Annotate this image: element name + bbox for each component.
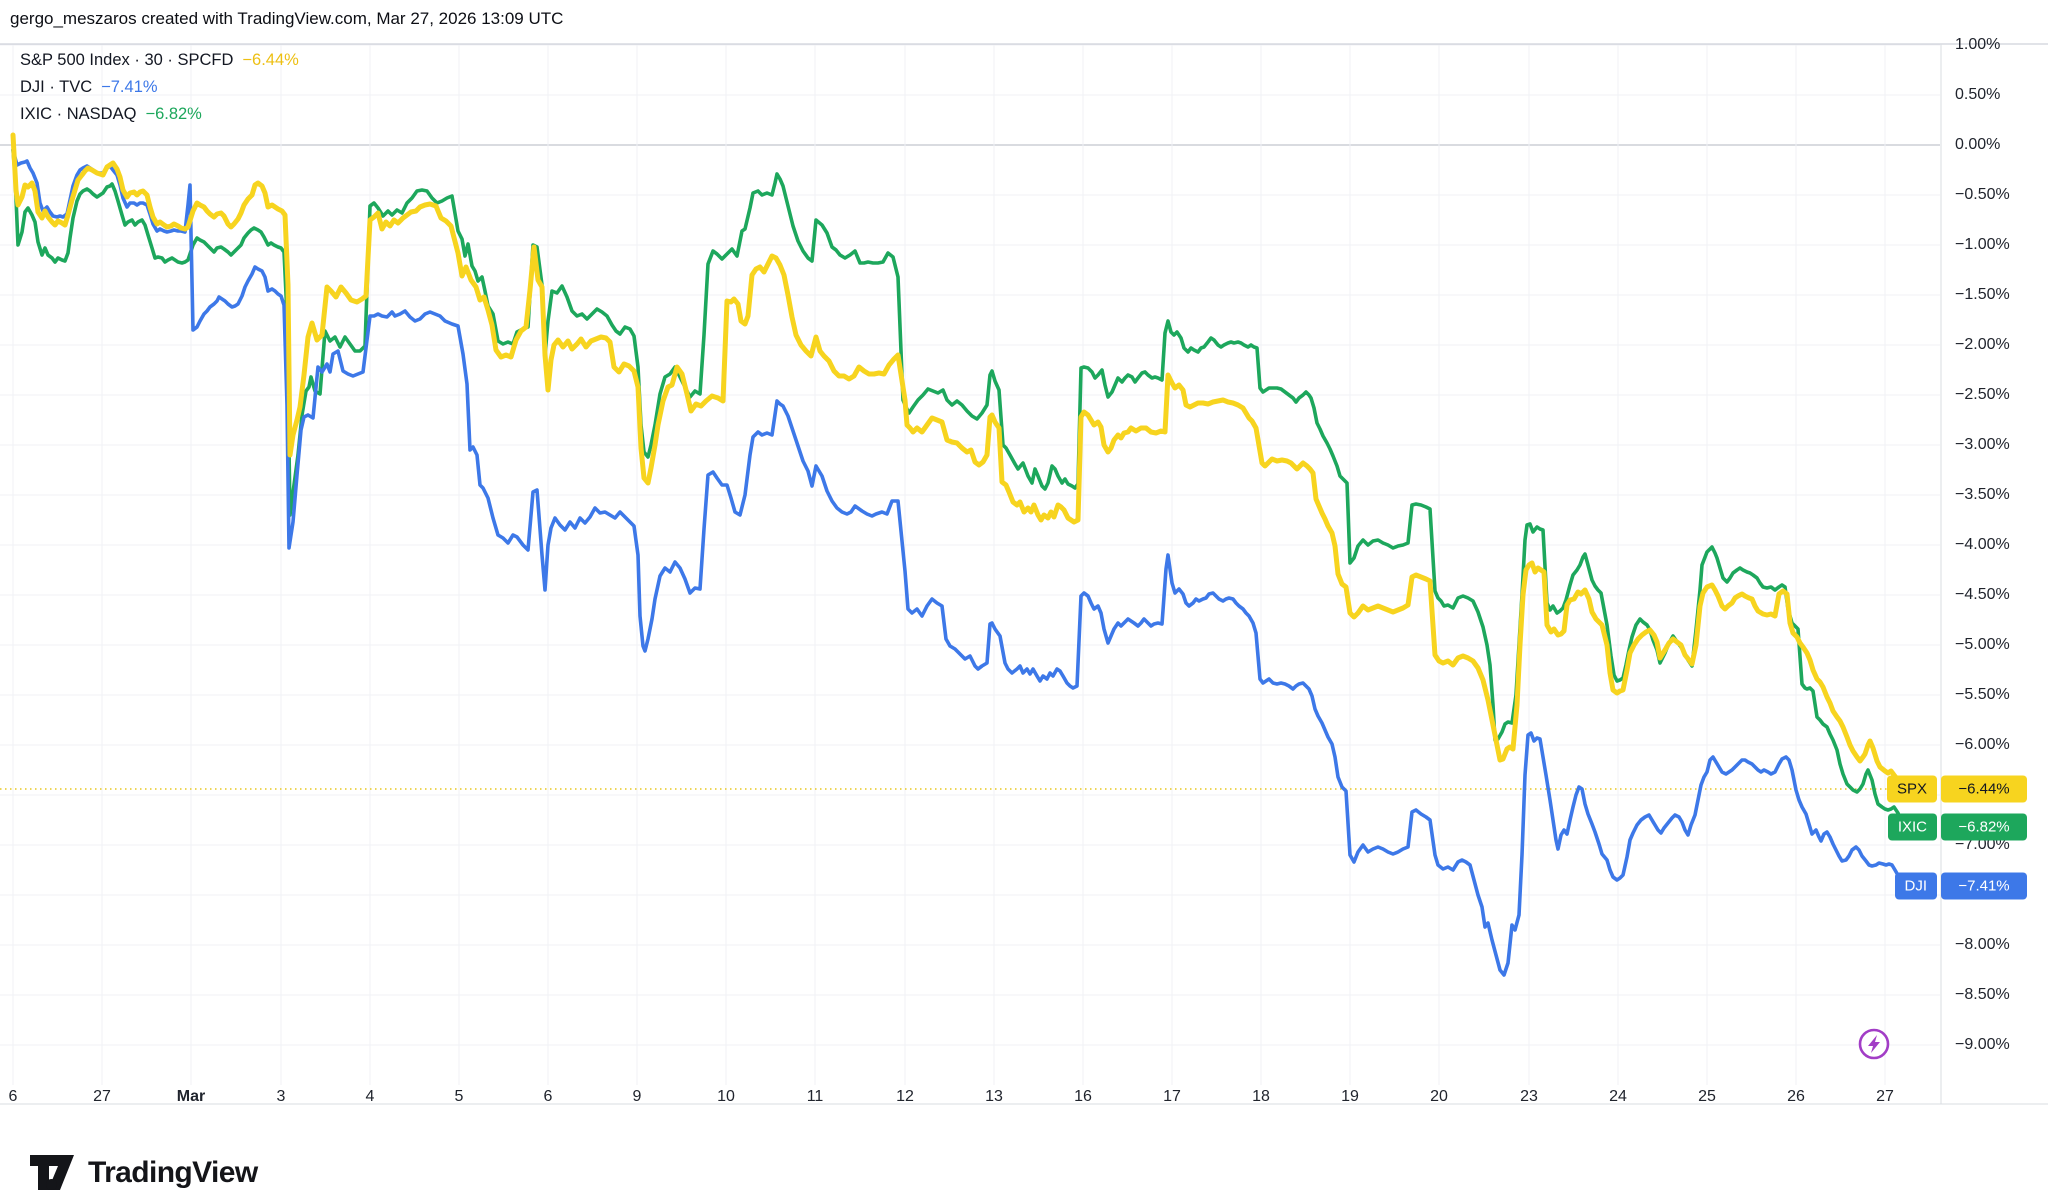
legend-row-spx[interactable]: S&P 500 Index · 30 · SPCFD −6.44% [20, 47, 299, 74]
price-axis-label: −2.50% [1955, 386, 2010, 403]
series-line-spx[interactable] [10, 132, 1906, 792]
time-axis-label: Mar [176, 1088, 206, 1105]
symbol-badge-ixic[interactable]: IXIC [1887, 813, 1937, 841]
symbol-badge-spx[interactable]: SPX [1886, 775, 1937, 803]
time-axis-label: 26 [1787, 1088, 1805, 1105]
price-axis-label: −3.50% [1955, 486, 2010, 503]
price-axis-label: −4.00% [1955, 536, 2010, 553]
price-badge-spx[interactable]: −6.44% [1941, 775, 2027, 803]
legend-label-ixic: IXIC · NASDAQ [20, 105, 137, 123]
time-axis-label: 23 [1520, 1088, 1538, 1105]
time-axis-label: 13 [985, 1088, 1003, 1105]
price-badge-dji[interactable]: −7.41% [1941, 872, 2027, 900]
time-axis-label: 10 [717, 1088, 735, 1105]
price-axis-label: −0.50% [1955, 186, 2010, 203]
time-axis-label: 27 [93, 1088, 111, 1105]
series-line-dji[interactable] [11, 148, 1905, 977]
price-axis-label: −5.00% [1955, 636, 2010, 653]
tradingview-logo-icon [30, 1155, 74, 1190]
time-axis-label: 5 [454, 1088, 464, 1105]
price-axis-label: −5.50% [1955, 686, 2010, 703]
price-axis-label: −2.00% [1955, 336, 2010, 353]
symbol-badge-dji[interactable]: DJI [1894, 872, 1937, 900]
time-axis-label: 25 [1698, 1088, 1716, 1105]
time-axis-label: 6 [543, 1088, 553, 1105]
price-axis-label: 0.00% [1955, 136, 2001, 153]
legend-change-ixic: −6.82% [145, 105, 202, 123]
tradingview-logo[interactable]: TradingView [30, 1153, 258, 1193]
price-axis-label: −8.00% [1955, 936, 2010, 953]
time-axis-label: 17 [1163, 1088, 1181, 1105]
time-axis-label: 19 [1341, 1088, 1359, 1105]
time-axis-label: 20 [1430, 1088, 1448, 1105]
legend-change-dji: −7.41% [101, 78, 158, 96]
price-axis-label: −4.50% [1955, 586, 2010, 603]
price-badge-ixic[interactable]: −6.82% [1941, 813, 2027, 841]
price-axis-label: −9.00% [1955, 1036, 2010, 1053]
tradingview-logo-text: TradingView [88, 1156, 258, 1189]
price-axis-label: −1.00% [1955, 236, 2010, 253]
time-axis-label: 18 [1252, 1088, 1270, 1105]
price-axis-label: −1.50% [1955, 286, 2010, 303]
price-axis-label: 0.50% [1955, 86, 2001, 103]
time-axis-label: 12 [896, 1088, 914, 1105]
time-axis-label: 4 [365, 1088, 375, 1105]
time-axis-label: 3 [276, 1088, 286, 1105]
chart-legend: S&P 500 Index · 30 · SPCFD −6.44% DJI · … [20, 47, 299, 128]
time-axis-label: 24 [1609, 1088, 1627, 1105]
time-axis-label: 27 [1876, 1088, 1894, 1105]
time-axis-label: 16 [1074, 1088, 1092, 1105]
price-axis-label: −8.50% [1955, 986, 2010, 1003]
price-axis-label: −3.00% [1955, 436, 2010, 453]
legend-row-dji[interactable]: DJI · TVC −7.41% [20, 74, 299, 101]
price-axis-label: −6.00% [1955, 736, 2010, 753]
legend-label-dji: DJI · TVC [20, 78, 93, 96]
legend-row-ixic[interactable]: IXIC · NASDAQ −6.82% [20, 101, 299, 128]
time-axis-label: 9 [632, 1088, 642, 1105]
time-axis-label: 6 [8, 1088, 18, 1105]
time-axis-label: 11 [806, 1088, 824, 1105]
price-axis-label: 1.00% [1955, 36, 2001, 53]
legend-change-spx: −6.44% [242, 51, 299, 69]
lightning-bolt-icon [1868, 1035, 1880, 1053]
legend-label-spx: S&P 500 Index · 30 · SPCFD [20, 51, 234, 69]
attribution-text: gergo_meszaros created with TradingView.… [10, 9, 564, 28]
